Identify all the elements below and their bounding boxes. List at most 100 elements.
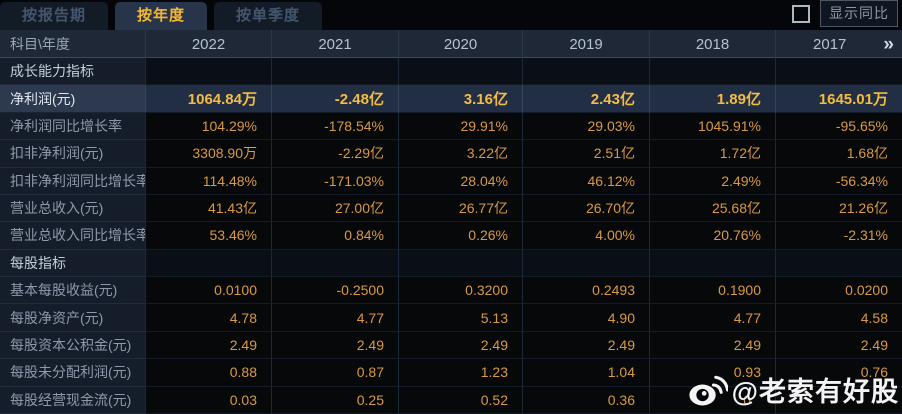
value-cell	[522, 249, 649, 277]
show-yoy-control: 显示同比	[792, 0, 902, 30]
section-label: 每股指标	[0, 249, 145, 277]
value-cell: 4.90	[522, 304, 649, 332]
value-cell: 0.26%	[398, 222, 522, 250]
table-row: 营业总收入(元) 41.43亿 27.00亿 26.77亿 26.70亿 25.68亿 21…	[0, 194, 902, 223]
table-body: 成长能力指标 净利润(元) 1064.84万 -2.48亿 3.16亿 2.43亿 1.89…	[0, 58, 902, 414]
year-label: 2022	[191, 35, 226, 53]
value-cell: 0.0200	[775, 277, 902, 305]
year-label: 2018	[695, 35, 730, 53]
row-label: 每股未分配利润(元)	[0, 359, 145, 387]
value-cell: -95.65%	[775, 112, 902, 141]
value-cell: 1.72亿	[649, 140, 775, 168]
value-cell: 0.03	[145, 386, 271, 414]
value-cell: -0.2500	[271, 277, 398, 305]
value-cell: 1.23	[398, 359, 522, 387]
tab-0[interactable]: 按报告期	[0, 2, 109, 30]
value-cell: -178.54%	[271, 112, 398, 141]
value-cell	[145, 58, 271, 86]
table-row: 每股净资产(元) 4.78 4.77 5.13 4.90 4.77 4.58	[0, 304, 902, 332]
value-cell: 27.00亿	[271, 194, 398, 223]
value-cell: 0.87	[271, 359, 398, 387]
row-label: 营业总收入同比增长率	[0, 222, 145, 250]
tab-1[interactable]: 按年度	[115, 2, 208, 30]
value-cell: 0.52	[398, 386, 522, 414]
year-header-2022: 2022	[145, 30, 271, 58]
value-cell: 2.49	[775, 331, 902, 360]
value-cell	[649, 249, 775, 277]
row-label: 每股净资产(元)	[0, 304, 145, 332]
row-label: 营业总收入(元)	[0, 194, 145, 223]
tab-2[interactable]: 按单季度	[214, 2, 323, 30]
year-header-2017: 2017 »	[775, 30, 902, 58]
table-row: 扣非净利润(元) 3308.90万 -2.29亿 3.22亿 2.51亿 1.72亿 1.6…	[0, 140, 902, 168]
value-cell: 4.77	[271, 304, 398, 332]
value-cell	[775, 386, 902, 414]
section-label: 成长能力指标	[0, 58, 145, 86]
value-cell: -2.48亿	[271, 85, 398, 113]
value-cell: 3308.90万	[145, 140, 271, 168]
table-row: 基本每股收益(元) 0.0100 -0.2500 0.3200 0.2493 0.1900…	[0, 277, 902, 305]
value-cell: 3.16亿	[398, 85, 522, 113]
row-label: 每股经营现金流(元)	[0, 386, 145, 414]
value-cell	[775, 249, 902, 277]
year-header-2021: 2021	[271, 30, 398, 58]
row-label: 扣非净利润同比增长率	[0, 167, 145, 195]
value-cell: 2.43亿	[522, 85, 649, 113]
value-cell: 1645.01万	[775, 85, 902, 113]
value-cell: 2.49%	[649, 167, 775, 195]
value-cell: 53.46%	[145, 222, 271, 250]
table-row: 营业总收入同比增长率 53.46% 0.84% 0.26% 4.00% 20.76% -2.…	[0, 222, 902, 250]
value-cell: 2.49	[271, 331, 398, 360]
year-label: 2020	[443, 35, 478, 53]
value-cell	[522, 58, 649, 86]
value-cell: 0.84%	[271, 222, 398, 250]
value-cell: 1.89亿	[649, 85, 775, 113]
value-cell: 4.00%	[522, 222, 649, 250]
show-yoy-label[interactable]: 显示同比	[820, 0, 898, 27]
table-header-row: 科目\年度 2022 2021 2020 2019 2018 2017 »	[0, 30, 902, 58]
year-label: 2019	[569, 35, 603, 53]
value-cell: -2.31%	[775, 222, 902, 250]
table-row: 每股资本公积金(元) 2.49 2.49 2.49 2.49 2.49 2.49	[0, 331, 902, 360]
table-row: 净利润(元) 1064.84万 -2.48亿 3.16亿 2.43亿 1.89亿 1645.…	[0, 85, 902, 113]
value-cell: 1.68亿	[775, 140, 902, 168]
more-years-icon[interactable]: »	[883, 33, 894, 55]
row-label: 每股资本公积金(元)	[0, 331, 145, 360]
value-cell: 2.49	[145, 331, 271, 360]
value-cell: 26.77亿	[398, 194, 522, 223]
period-tabs: 按报告期 按年度 按单季度	[0, 2, 323, 30]
show-yoy-checkbox[interactable]	[792, 4, 810, 23]
row-label: 扣非净利润(元)	[0, 140, 145, 168]
value-cell: 2.51亿	[522, 140, 649, 168]
value-cell: 21.26亿	[775, 194, 902, 223]
year-header-2018: 2018	[649, 30, 775, 58]
value-cell	[271, 58, 398, 86]
value-cell: 0.36	[522, 386, 649, 414]
value-cell: 0.3200	[398, 277, 522, 305]
value-cell: -56.34%	[775, 167, 902, 195]
year-label: 2021	[318, 35, 352, 53]
section-row: 成长能力指标	[0, 58, 902, 86]
tab-bar: 按报告期 按年度 按单季度 显示同比	[0, 0, 902, 30]
value-cell: 20.76%	[649, 222, 775, 250]
value-cell: 3.22亿	[398, 140, 522, 168]
value-cell: 4.78	[145, 304, 271, 332]
value-cell: 0.1900	[649, 277, 775, 305]
value-cell: -171.03%	[271, 167, 398, 195]
table-row: 每股经营现金流(元) 0.03 0.25 0.52 0.36 0	[0, 386, 902, 414]
value-cell: 46.12%	[522, 167, 649, 195]
value-cell: 29.03%	[522, 112, 649, 141]
year-header-2020: 2020	[398, 30, 522, 58]
value-cell: 2.49	[649, 331, 775, 360]
value-cell: 0.0100	[145, 277, 271, 305]
value-cell: 2.49	[398, 331, 522, 360]
table-row: 净利润同比增长率 104.29% -178.54% 29.91% 29.03% 1045.…	[0, 112, 902, 141]
value-cell: 1045.91%	[649, 112, 775, 141]
value-cell	[271, 249, 398, 277]
value-cell: 4.58	[775, 304, 902, 332]
value-cell	[398, 58, 522, 86]
section-row: 每股指标	[0, 249, 902, 277]
value-cell: 2.49	[522, 331, 649, 360]
value-cell: 28.04%	[398, 167, 522, 195]
